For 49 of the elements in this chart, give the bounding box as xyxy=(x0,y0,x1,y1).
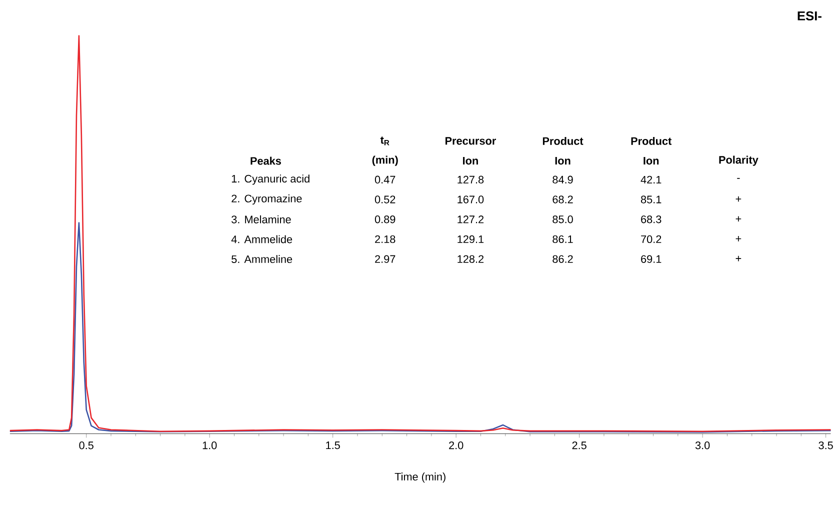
x-tick-label: 3.0 xyxy=(695,441,710,450)
annotation: 4. Ammelide xyxy=(231,235,292,244)
annotation: Product xyxy=(631,136,672,145)
annotation: 127.8 xyxy=(458,176,484,184)
annotation: 1. Cyanuric acid xyxy=(232,174,310,185)
annotation: (min) xyxy=(372,156,398,166)
annotation: Polarity xyxy=(719,156,758,166)
x-axis-title: Time (min) xyxy=(394,472,446,483)
annotation: + xyxy=(736,196,742,202)
x-tick-label: 0.5 xyxy=(79,441,94,450)
annotation: Ion xyxy=(555,156,570,164)
annotation: + xyxy=(736,256,742,262)
annotation: - xyxy=(737,178,740,179)
annotation: 5. Ammeline xyxy=(232,254,292,263)
annotation: 85.0 xyxy=(552,215,573,224)
annotation: 69.1 xyxy=(641,255,662,263)
annotation: 86.2 xyxy=(552,255,573,263)
annotation: Ion xyxy=(463,156,478,164)
annotation: 85.1 xyxy=(640,196,662,204)
annotation: 0.47 xyxy=(374,176,396,184)
x-tick-label: 1.5 xyxy=(326,441,340,450)
annotation: 42.1 xyxy=(640,176,662,184)
annotation: 0.52 xyxy=(374,196,396,204)
annotation: 2.18 xyxy=(375,235,396,243)
x-tick-label: 2.5 xyxy=(572,441,586,450)
annotation: 129.1 xyxy=(458,235,484,243)
annotation: 68.2 xyxy=(552,196,573,204)
annotation: t$_{R}$ xyxy=(380,136,390,146)
annotation: 127.2 xyxy=(458,215,484,224)
x-tick-label: 2.0 xyxy=(449,441,464,450)
annotation: Ion xyxy=(644,156,659,164)
annotation: Peaks xyxy=(250,156,281,165)
annotation: 2.97 xyxy=(375,255,396,263)
annotation: 167.0 xyxy=(458,196,484,204)
annotation: 0.89 xyxy=(374,215,396,224)
annotation: 70.2 xyxy=(641,235,662,243)
annotation: 84.9 xyxy=(552,176,573,184)
annotation: + xyxy=(736,216,742,222)
x-tick-label: 1.0 xyxy=(202,441,217,450)
annotation: 2. Cyromazine xyxy=(232,194,302,204)
x-tick-label: 3.5 xyxy=(818,441,833,450)
annotation: + xyxy=(736,236,742,242)
annotation: 68.3 xyxy=(641,215,662,224)
annotation: Product xyxy=(542,136,584,145)
annotation: 86.1 xyxy=(552,235,573,243)
annotation: 128.2 xyxy=(458,255,484,263)
text: ESI- xyxy=(798,11,822,20)
annotation: 3. Melamine xyxy=(232,215,291,224)
annotation: Precursor xyxy=(446,137,496,145)
